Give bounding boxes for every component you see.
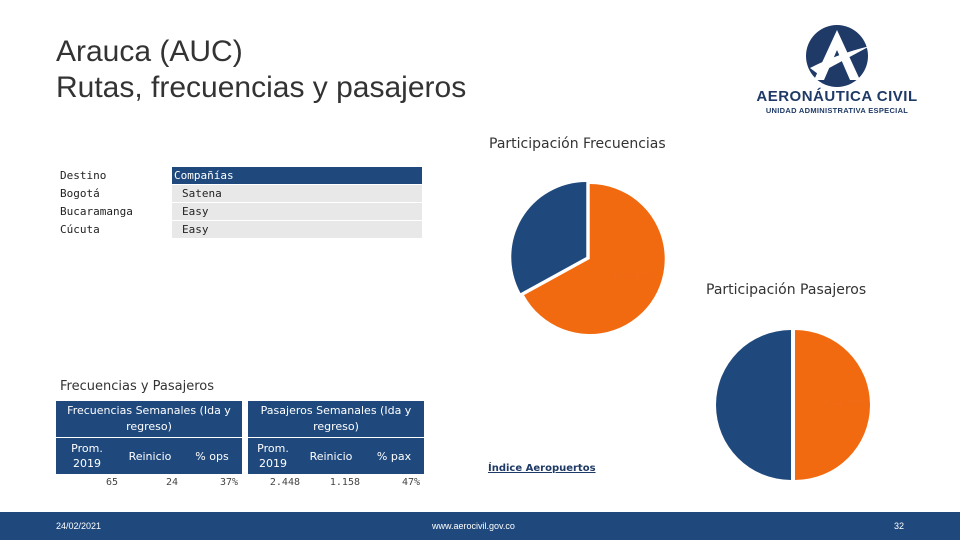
pax-block: Pasajeros Semanales (Ida y regreso) Prom… [248, 401, 424, 492]
freq-value-prom: 65 [105, 477, 118, 488]
pie-slice-easy [523, 184, 665, 335]
route-compania: Easy [172, 221, 422, 238]
route-destino: Cúcuta [56, 221, 172, 238]
page-title-line-2: Rutas, frecuencias y pasajeros [56, 71, 467, 104]
freq-values-row: 65 24 37% [56, 474, 242, 492]
freq-value-ops: 37% [219, 477, 238, 488]
table-row: Cúcuta Easy [56, 221, 422, 238]
pie-slice-other-1 [716, 330, 791, 480]
pax-col-pax: % pax [376, 449, 412, 463]
aerocivil-emblem-icon [806, 25, 870, 87]
footer-bar: 24/02/2021 www.aerocivil.gov.co 32 [0, 512, 960, 540]
freq-pax-title: Frecuencias y Pasajeros [60, 379, 215, 394]
pax-value-prom: 2.448 [269, 477, 300, 488]
pax-col-prom: Prom. 2019 [257, 442, 289, 470]
freq-col-ops: % ops [195, 449, 229, 463]
freq-col-reinicio: Reinicio [128, 449, 172, 463]
pax-col-reinicio: Reinicio [309, 449, 353, 463]
footer-url: www.aerocivil.gov.co [432, 521, 515, 531]
freq-col-prom: Prom. 2019 [71, 442, 103, 470]
freq-block: Frecuencias Semanales (Ida y regreso) Pr… [56, 401, 242, 492]
freq-value-reinicio: 24 [165, 477, 178, 488]
freq-block-columns: Prom. 2019 Reinicio % ops [56, 437, 242, 474]
routes-header-destino: Destino [56, 167, 172, 184]
chart-title-pasajeros: Participación Pasajeros [706, 282, 867, 298]
pax-value-reinicio: 1.158 [329, 477, 360, 488]
pie-chart-frecuencias: Easy 67% [511, 181, 665, 335]
route-compania: Easy [172, 203, 422, 220]
route-compania: Satena [172, 185, 422, 202]
pax-block-title: Pasajeros Semanales (Ida y regreso) [248, 401, 424, 437]
routes-header-companias: Compañías [172, 167, 422, 184]
pie-data-label: Easy 50% [824, 399, 866, 409]
routes-header-row: Destino Compañías [56, 167, 422, 184]
aerocivil-logo: AERONÁUTICA CIVIL UNIDAD ADMINISTRATIVA … [752, 24, 922, 124]
footer-date: 24/02/2021 [56, 521, 102, 531]
indice-aeropuertos-link[interactable]: Índice Aeropuertos [488, 463, 596, 474]
pax-block-columns: Prom. 2019 Reinicio % pax [248, 437, 424, 474]
page-title-line-1: Arauca (AUC) [56, 35, 243, 68]
footer-page-number: 32 [894, 521, 905, 531]
logo-subtitle: UNIDAD ADMINISTRATIVA ESPECIAL [765, 106, 909, 115]
pie-data-label: Easy 67% [613, 272, 655, 282]
table-row: Bogotá Satena [56, 185, 422, 202]
chart-title-frecuencias: Participación Frecuencias [489, 136, 666, 152]
pax-values-row: 2.448 1.158 47% [248, 474, 424, 492]
page-title: Arauca (AUC) Rutas, frecuencias y pasaje… [56, 34, 466, 106]
route-destino: Bogotá [56, 185, 172, 202]
freq-block-title: Frecuencias Semanales (Ida y regreso) [56, 401, 242, 437]
logo-name: AERONÁUTICA CIVIL [756, 88, 918, 105]
pie-slice-easy [795, 330, 870, 480]
routes-table: Destino Compañías Bogotá Satena Bucarama… [56, 167, 422, 239]
pie-slice-other-1 [511, 181, 587, 294]
table-row: Bucaramanga Easy [56, 203, 422, 220]
pie-chart-pasajeros: Easy 50% [716, 330, 870, 480]
pax-value-pax: 47% [401, 477, 420, 488]
route-destino: Bucaramanga [56, 203, 172, 220]
